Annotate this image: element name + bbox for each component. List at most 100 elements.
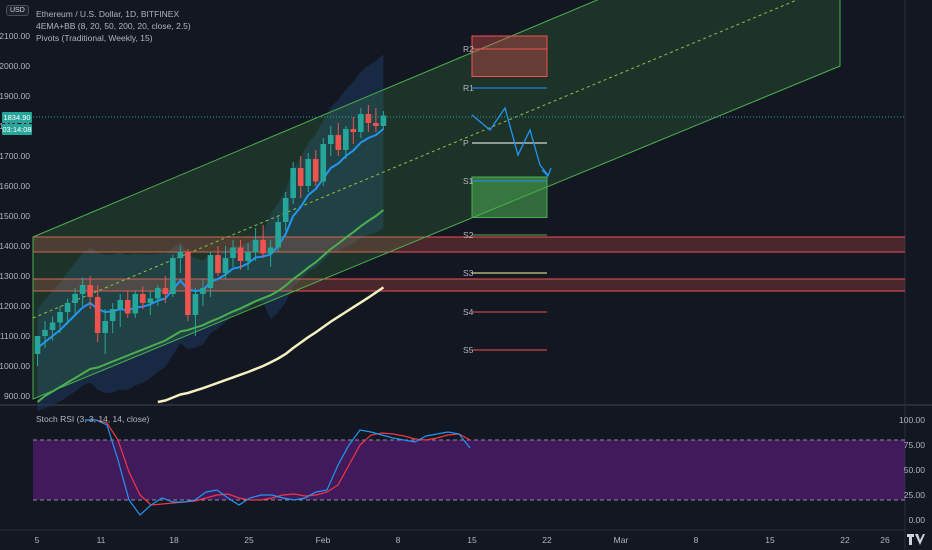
candle-body <box>230 247 236 258</box>
stoch-band <box>33 440 905 500</box>
candle-body <box>109 309 116 321</box>
candle-body <box>42 330 48 336</box>
time-axis-tick: 25 <box>244 535 254 545</box>
candle-body <box>358 114 364 132</box>
candle-body <box>139 294 146 303</box>
time-axis-tick: 5 <box>35 535 40 545</box>
candle-body <box>260 240 266 254</box>
countdown-tag: 03:14:08 <box>2 124 32 135</box>
price-axis-tick: 1600.00 <box>0 181 30 191</box>
candle-body <box>185 252 191 315</box>
candle-body <box>79 285 86 294</box>
currency-button[interactable]: USD <box>6 5 29 16</box>
pivot-label-p: P <box>463 138 469 148</box>
candle-body <box>245 252 251 261</box>
time-axis-tick: Feb <box>316 535 331 545</box>
regression-channel-midline <box>32 0 799 319</box>
target-box-lower <box>471 176 548 218</box>
time-axis-tick: 11 <box>97 535 106 545</box>
pivot-label-s3: S3 <box>463 268 474 278</box>
price-axis-tick: 1900.00 <box>0 91 30 101</box>
candle-body <box>207 255 214 288</box>
candle-body <box>282 198 289 222</box>
pivot-label-s1: S1 <box>463 176 474 186</box>
price-axis-tick: 2000.00 <box>0 61 30 71</box>
candle-body <box>94 297 101 333</box>
price-projection-path <box>471 106 549 176</box>
candle-body <box>162 288 169 294</box>
candle-body <box>373 123 379 126</box>
candle-body <box>170 258 176 294</box>
resistance-zone <box>33 237 905 252</box>
candle-body <box>102 321 108 333</box>
pivot-label-s4: S4 <box>463 307 474 317</box>
candle-body <box>57 312 63 323</box>
candle-body <box>297 168 304 186</box>
candle-body <box>305 159 312 186</box>
candle-body <box>343 129 349 150</box>
pivot-label-r1: R1 <box>463 83 474 93</box>
tradingview-logo-icon[interactable] <box>906 532 926 546</box>
ema-50-line <box>36 209 385 403</box>
stoch-axis-tick: 75.00 <box>904 440 926 450</box>
symbol-title[interactable]: Ethereum / U.S. Dollar, 1D, BITFINEX <box>36 9 180 19</box>
candle-body <box>132 294 139 314</box>
pivot-label-s5: S5 <box>463 345 474 355</box>
price-axis-tick: 1000.00 <box>0 361 30 371</box>
stoch-rsi-label[interactable]: Stoch RSI (3, 3, 14, 14, close) <box>36 414 150 424</box>
candle-body <box>312 159 319 182</box>
time-axis-tick: 15 <box>467 535 477 545</box>
candle-body <box>215 255 221 273</box>
stoch-axis-tick: 50.00 <box>904 465 926 475</box>
time-axis-tick: 22 <box>840 535 850 545</box>
candle-body <box>34 336 41 354</box>
price-axis-tick: 2100.00 <box>0 31 30 41</box>
candle-body <box>124 300 131 314</box>
time-axis-tick: Mar <box>614 535 629 545</box>
price-axis-tick: 1500.00 <box>0 211 30 221</box>
pivot-label-s2: S2 <box>463 230 474 240</box>
candle-body <box>222 258 229 273</box>
candle-body <box>252 240 259 252</box>
time-axis-tick: 22 <box>542 535 552 545</box>
candle-body <box>327 135 334 144</box>
regression-channel <box>32 0 841 400</box>
stoch-axis-tick: 100.00 <box>899 415 925 425</box>
candle-body <box>72 294 78 303</box>
stoch-k-line <box>85 419 471 516</box>
candle-body <box>320 144 327 182</box>
ema-200-line <box>157 286 385 404</box>
candle-body <box>335 135 342 150</box>
candle-body <box>155 288 161 299</box>
time-axis-tick: 8 <box>694 535 699 545</box>
pivot-label-r2: R2 <box>463 44 474 54</box>
candle-body <box>380 115 387 126</box>
price-axis-tick: 1200.00 <box>0 301 30 311</box>
stoch-axis-tick: 25.00 <box>904 490 926 500</box>
candle-body <box>87 285 93 297</box>
candle-body <box>365 114 372 123</box>
candle-body <box>275 222 281 248</box>
target-box-upper <box>471 35 548 77</box>
candle-body <box>350 129 357 132</box>
time-axis-tick: 26 <box>880 535 890 545</box>
candle-body <box>192 294 199 315</box>
price-axis-tick: 1400.00 <box>0 241 30 251</box>
ema-bb-indicator-label[interactable]: 4EMA+BB (8, 20, 50, 200, 20, close, 2.5) <box>36 21 191 31</box>
candle-body <box>200 288 206 294</box>
last-price-tag: 1834.90 <box>2 112 32 123</box>
stoch-axis-tick: 0.00 <box>908 515 925 525</box>
time-axis-tick: 18 <box>169 535 179 545</box>
candle-body <box>237 247 244 261</box>
price-axis-tick: 900.00 <box>4 391 30 401</box>
resistance-zone <box>33 279 905 291</box>
candle-body <box>147 298 154 303</box>
candle-body <box>117 300 124 309</box>
candle-body <box>64 303 71 312</box>
price-axis-tick: 1300.00 <box>0 271 30 281</box>
candle-body <box>290 168 296 198</box>
pivots-indicator-label[interactable]: Pivots (Traditional, Weekly, 15) <box>36 33 153 43</box>
candle-body <box>177 252 184 258</box>
price-axis-tick: 1100.00 <box>0 331 30 341</box>
